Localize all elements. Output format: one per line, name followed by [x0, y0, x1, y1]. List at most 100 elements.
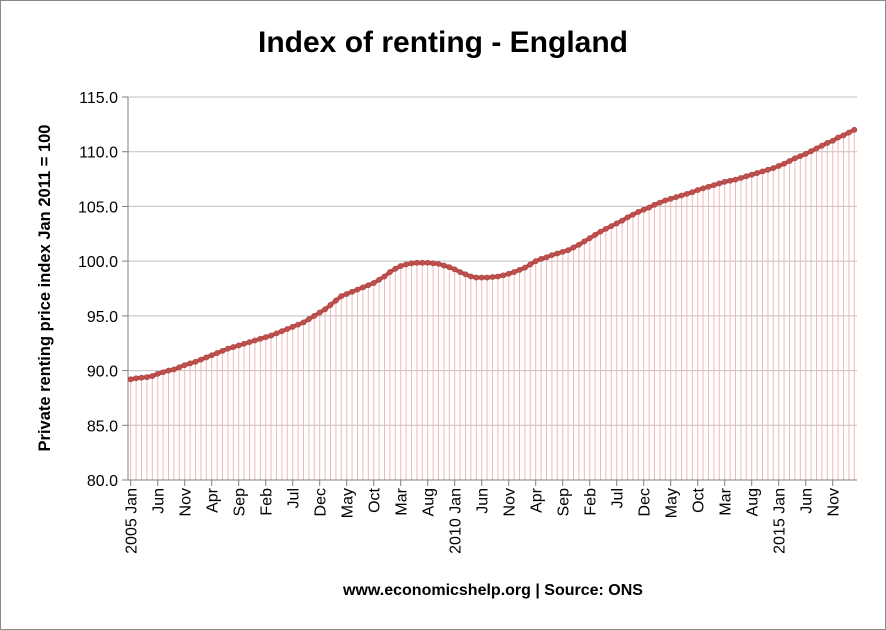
- data-point: [500, 272, 507, 279]
- data-point: [538, 256, 544, 262]
- data-point: [370, 280, 377, 286]
- data-point: [489, 274, 496, 280]
- x-tick-label: Aug: [421, 488, 438, 516]
- x-tick-label: Jun: [151, 488, 168, 514]
- data-point: [246, 339, 253, 346]
- data-point: [770, 165, 777, 172]
- data-point: [430, 260, 436, 267]
- data-point: [559, 248, 566, 255]
- data-point: [786, 158, 793, 164]
- data-point: [446, 264, 453, 271]
- data-point: [748, 171, 755, 178]
- data-point: [829, 137, 836, 144]
- x-tick-label: Nov: [826, 488, 843, 516]
- data-point: [241, 340, 247, 347]
- data-point: [630, 211, 636, 218]
- data-point: [192, 358, 199, 365]
- data-point: [527, 261, 534, 268]
- data-point: [273, 330, 280, 337]
- data-point: [494, 273, 501, 280]
- data-points: [127, 126, 858, 383]
- data-point: [635, 208, 642, 215]
- data-point: [705, 183, 712, 190]
- data-point: [149, 373, 156, 379]
- data-point: [759, 168, 766, 175]
- data-point: [397, 263, 404, 269]
- data-point: [381, 273, 388, 280]
- data-point: [316, 309, 323, 316]
- data-point: [305, 316, 312, 323]
- data-point: [127, 376, 134, 383]
- data-point: [451, 266, 458, 273]
- data-point: [619, 217, 625, 224]
- data-point: [262, 334, 269, 341]
- data-point: [251, 337, 258, 344]
- data-point: [586, 235, 593, 242]
- data-point: [208, 352, 215, 359]
- axes: [127, 97, 857, 481]
- x-tick-label: Feb: [583, 488, 600, 516]
- data-point: [694, 187, 701, 193]
- data-point: [576, 241, 582, 248]
- data-point: [711, 182, 717, 188]
- data-point: [505, 270, 512, 277]
- data-point: [235, 342, 242, 349]
- data-point: [657, 199, 663, 206]
- x-tick-label: Mar: [394, 487, 411, 515]
- y-tick-label: 80.0: [87, 473, 118, 490]
- data-point: [684, 190, 690, 197]
- x-tick-label: 2005 Jan: [124, 488, 141, 554]
- data-point: [851, 126, 858, 133]
- data-point: [181, 362, 188, 368]
- chart-title: Index of renting - England: [258, 26, 628, 59]
- data-point: [484, 274, 490, 281]
- data-point: [511, 269, 517, 275]
- data-point: [359, 284, 366, 291]
- data-point: [846, 129, 852, 136]
- data-point: [284, 326, 291, 332]
- data-point: [295, 321, 301, 328]
- x-tick-label: May: [664, 488, 681, 518]
- data-point: [473, 274, 480, 281]
- data-point: [419, 259, 426, 266]
- x-tick-label: Apr: [205, 487, 222, 513]
- x-tick-label: Mar: [718, 487, 735, 515]
- data-point: [170, 366, 177, 373]
- data-point: [154, 370, 161, 377]
- data-point: [624, 214, 631, 221]
- x-tick-label: Jul: [286, 488, 303, 508]
- data-point: [435, 260, 442, 267]
- data-point: [662, 197, 669, 204]
- data-point: [640, 206, 647, 213]
- data-point: [667, 195, 674, 202]
- data-point: [311, 312, 318, 319]
- data-point: [543, 254, 550, 261]
- data-point: [467, 273, 474, 280]
- data-point: [732, 176, 739, 183]
- drop-lines: [130, 129, 855, 480]
- data-point: [376, 276, 382, 283]
- data-point: [160, 369, 166, 376]
- data-point: [808, 148, 814, 155]
- y-tick-label: 90.0: [87, 364, 118, 381]
- x-tick-label: Aug: [745, 488, 762, 516]
- data-point: [403, 261, 409, 268]
- data-point: [462, 271, 469, 278]
- data-point: [386, 269, 393, 275]
- data-point: [781, 160, 787, 167]
- data-point: [268, 332, 274, 339]
- data-point: [365, 282, 372, 289]
- data-point: [802, 151, 809, 157]
- data-point: [549, 252, 555, 259]
- data-point: [408, 260, 415, 267]
- data-point: [700, 185, 706, 192]
- data-point: [219, 347, 226, 354]
- x-tick-label: Oct: [367, 487, 384, 512]
- data-point: [349, 288, 355, 295]
- data-point: [570, 244, 577, 251]
- data-point: [678, 192, 685, 199]
- data-point: [457, 269, 463, 275]
- y-tick-label: 95.0: [87, 309, 118, 326]
- data-point: [143, 374, 150, 381]
